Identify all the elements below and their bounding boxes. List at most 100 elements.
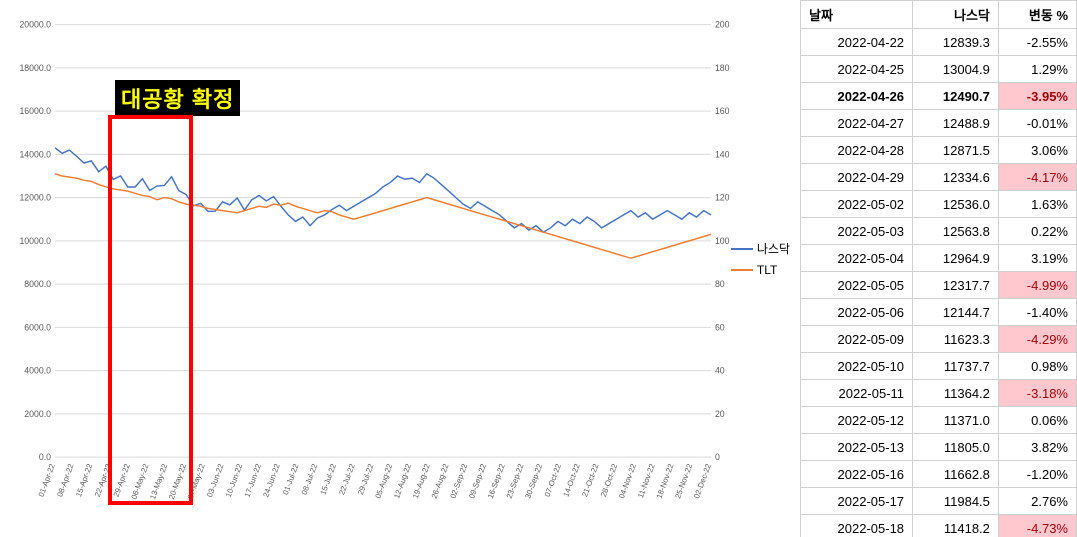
svg-text:07-Oct-22: 07-Oct-22 bbox=[543, 463, 563, 499]
svg-text:21-Oct-22: 21-Oct-22 bbox=[580, 463, 600, 499]
cell-value: 12871.5 bbox=[913, 137, 999, 164]
cell-value: 11805.0 bbox=[913, 434, 999, 461]
svg-text:100: 100 bbox=[715, 236, 730, 246]
cell-change: 3.82% bbox=[998, 434, 1076, 461]
cell-value: 11418.2 bbox=[913, 515, 999, 537]
legend-swatch bbox=[731, 248, 753, 250]
svg-text:60: 60 bbox=[715, 322, 725, 332]
table-row: 2022-05-0312563.80.22% bbox=[801, 218, 1077, 245]
cell-date: 2022-05-16 bbox=[801, 461, 913, 488]
svg-text:02-Dec-22: 02-Dec-22 bbox=[692, 463, 713, 500]
cell-date: 2022-04-29 bbox=[801, 164, 913, 191]
cell-date: 2022-04-25 bbox=[801, 56, 913, 83]
svg-text:40: 40 bbox=[715, 366, 725, 376]
cell-value: 11737.7 bbox=[913, 353, 999, 380]
table-row: 2022-05-1111364.2-3.18% bbox=[801, 380, 1077, 407]
chart-area: 0.002000.0204000.0406000.0608000.0801000… bbox=[0, 0, 800, 537]
svg-text:29-Jul-22: 29-Jul-22 bbox=[356, 463, 376, 497]
legend-item: 나스닥 bbox=[731, 240, 790, 257]
svg-text:15-Apr-22: 15-Apr-22 bbox=[74, 463, 94, 499]
cell-value: 12536.0 bbox=[913, 191, 999, 218]
svg-text:11-Nov-22: 11-Nov-22 bbox=[636, 463, 657, 500]
svg-text:24-Jun-22: 24-Jun-22 bbox=[261, 463, 281, 499]
legend-label: 나스닥 bbox=[757, 240, 790, 257]
cell-value: 13004.9 bbox=[913, 56, 999, 83]
cell-date: 2022-05-05 bbox=[801, 272, 913, 299]
cell-date: 2022-04-28 bbox=[801, 137, 913, 164]
legend: 나스닥 TLT bbox=[731, 240, 790, 283]
svg-text:160: 160 bbox=[715, 106, 730, 116]
svg-text:03-Jun-22: 03-Jun-22 bbox=[205, 463, 225, 499]
svg-text:14-Oct-22: 14-Oct-22 bbox=[561, 463, 581, 499]
cell-change: 0.06% bbox=[998, 407, 1076, 434]
cell-date: 2022-05-06 bbox=[801, 299, 913, 326]
svg-text:17-Jun-22: 17-Jun-22 bbox=[243, 463, 263, 499]
cell-change: 3.19% bbox=[998, 245, 1076, 272]
svg-text:01-Apr-22: 01-Apr-22 bbox=[37, 463, 57, 499]
cell-value: 11984.5 bbox=[913, 488, 999, 515]
cell-value: 12839.3 bbox=[913, 29, 999, 56]
cell-value: 12490.7 bbox=[913, 83, 999, 110]
table-row: 2022-05-0412964.93.19% bbox=[801, 245, 1077, 272]
table-row: 2022-04-2513004.91.29% bbox=[801, 56, 1077, 83]
svg-text:25-Nov-22: 25-Nov-22 bbox=[673, 463, 694, 500]
cell-value: 12563.8 bbox=[913, 218, 999, 245]
svg-text:120: 120 bbox=[715, 193, 730, 203]
svg-text:140: 140 bbox=[715, 149, 730, 159]
data-table-area: 날짜나스닥변동 % 2022-04-2212839.3-2.55%2022-04… bbox=[800, 0, 1077, 537]
svg-text:4000.0: 4000.0 bbox=[24, 366, 51, 376]
cell-change: -4.99% bbox=[998, 272, 1076, 299]
table-row: 2022-05-0911623.3-4.29% bbox=[801, 326, 1077, 353]
cell-change: 1.29% bbox=[998, 56, 1076, 83]
svg-text:02-Sep-22: 02-Sep-22 bbox=[448, 463, 469, 500]
svg-text:26-Aug-22: 26-Aug-22 bbox=[430, 463, 451, 500]
table-row: 2022-05-1311805.03.82% bbox=[801, 434, 1077, 461]
data-table: 날짜나스닥변동 % 2022-04-2212839.3-2.55%2022-04… bbox=[800, 0, 1077, 537]
table-row: 2022-05-0212536.01.63% bbox=[801, 191, 1077, 218]
svg-text:22-Jul-22: 22-Jul-22 bbox=[337, 463, 357, 497]
legend-label: TLT bbox=[757, 263, 777, 277]
cell-value: 12488.9 bbox=[913, 110, 999, 137]
cell-change: 1.63% bbox=[998, 191, 1076, 218]
cell-date: 2022-04-26 bbox=[801, 83, 913, 110]
svg-text:6000.0: 6000.0 bbox=[24, 322, 51, 332]
cell-change: 2.76% bbox=[998, 488, 1076, 515]
svg-text:8000.0: 8000.0 bbox=[24, 279, 51, 289]
table-header: 날짜 bbox=[801, 1, 913, 29]
highlight-box bbox=[108, 115, 193, 505]
cell-date: 2022-05-13 bbox=[801, 434, 913, 461]
table-row: 2022-04-2912334.6-4.17% bbox=[801, 164, 1077, 191]
svg-text:28-Oct-22: 28-Oct-22 bbox=[599, 463, 619, 499]
cell-date: 2022-05-11 bbox=[801, 380, 913, 407]
table-row: 2022-05-0612144.7-1.40% bbox=[801, 299, 1077, 326]
cell-date: 2022-04-22 bbox=[801, 29, 913, 56]
cell-date: 2022-05-02 bbox=[801, 191, 913, 218]
cell-change: -1.20% bbox=[998, 461, 1076, 488]
cell-change: 3.06% bbox=[998, 137, 1076, 164]
cell-date: 2022-04-27 bbox=[801, 110, 913, 137]
legend-swatch bbox=[731, 269, 753, 271]
cell-value: 11371.0 bbox=[913, 407, 999, 434]
svg-text:01-Jul-22: 01-Jul-22 bbox=[281, 463, 301, 497]
legend-item: TLT bbox=[731, 263, 790, 277]
svg-text:0: 0 bbox=[715, 452, 720, 462]
cell-date: 2022-05-18 bbox=[801, 515, 913, 537]
svg-text:04-Nov-22: 04-Nov-22 bbox=[617, 463, 638, 500]
svg-text:30-Sep-22: 30-Sep-22 bbox=[523, 463, 544, 500]
svg-text:05-Aug-22: 05-Aug-22 bbox=[373, 463, 394, 500]
svg-text:18-Nov-22: 18-Nov-22 bbox=[655, 463, 676, 500]
svg-text:18000.0: 18000.0 bbox=[19, 63, 51, 73]
svg-text:20: 20 bbox=[715, 409, 725, 419]
svg-text:16-Sep-22: 16-Sep-22 bbox=[486, 463, 507, 500]
svg-text:10000.0: 10000.0 bbox=[19, 236, 51, 246]
table-row: 2022-05-1611662.8-1.20% bbox=[801, 461, 1077, 488]
cell-value: 11364.2 bbox=[913, 380, 999, 407]
cell-change: -1.40% bbox=[998, 299, 1076, 326]
cell-date: 2022-05-12 bbox=[801, 407, 913, 434]
svg-text:200: 200 bbox=[715, 19, 730, 29]
svg-text:12000.0: 12000.0 bbox=[19, 193, 51, 203]
cell-change: -4.17% bbox=[998, 164, 1076, 191]
svg-text:08-Apr-22: 08-Apr-22 bbox=[55, 463, 75, 499]
cell-change: 0.98% bbox=[998, 353, 1076, 380]
cell-value: 12317.7 bbox=[913, 272, 999, 299]
